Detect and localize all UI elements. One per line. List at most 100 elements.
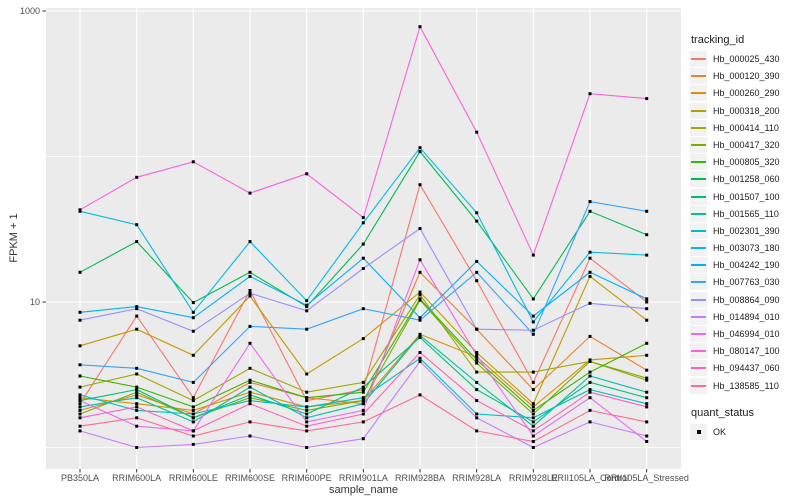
legend-key-box <box>690 85 707 102</box>
legend-item-Hb_000414_110: Hb_000414_110 <box>690 119 800 136</box>
legend-item-label: Hb_004242_190 <box>713 260 780 271</box>
legend-title-quant-status: quant_status <box>691 406 754 419</box>
data-point <box>361 412 365 416</box>
data-point <box>645 233 649 237</box>
data-point <box>135 307 139 311</box>
data-point <box>531 424 535 428</box>
data-point <box>531 253 535 257</box>
legend-key-line-icon <box>691 126 706 129</box>
x-tick-label: RRIM600SE <box>225 473 275 483</box>
legend-item-Hb_000025_430: Hb_000025_430 <box>690 51 800 67</box>
legend-key-box <box>690 102 707 119</box>
data-point <box>645 300 649 304</box>
data-point <box>418 258 422 262</box>
legend-quant-status: quant_status OK <box>690 407 800 440</box>
legend-key-box <box>690 171 707 188</box>
legend-key-line-icon <box>691 298 706 301</box>
data-point <box>191 301 195 305</box>
data-point <box>361 399 365 403</box>
legend-key-box <box>690 326 707 342</box>
legend-item-label: Hb_000414_110 <box>713 122 779 133</box>
legend-item-ok: OK <box>690 423 800 440</box>
data-point <box>475 130 479 134</box>
data-point <box>418 290 422 294</box>
data-point <box>475 380 479 384</box>
data-point <box>78 405 82 409</box>
data-point <box>305 172 309 176</box>
data-point <box>418 293 422 297</box>
data-point <box>475 353 479 357</box>
data-point <box>645 440 649 443</box>
data-point <box>78 318 82 322</box>
data-point <box>248 274 252 278</box>
data-point <box>645 396 649 400</box>
legend-key-box <box>690 360 707 377</box>
data-point <box>248 341 252 345</box>
legend-item-Hb_000260_290: Hb_000260_290 <box>690 85 800 102</box>
data-point <box>645 402 649 406</box>
data-point <box>191 353 195 357</box>
data-point <box>588 408 592 412</box>
legend-key-box <box>690 205 707 222</box>
x-tick-label: RRIM600LE <box>169 473 218 483</box>
data-point <box>361 402 365 406</box>
data-point <box>248 324 252 328</box>
data-point <box>645 341 649 345</box>
legend-key-box <box>690 222 707 239</box>
legend-item-label: Hb_080147_100 <box>713 346 780 357</box>
data-point <box>531 314 535 318</box>
data-point <box>135 314 139 318</box>
data-point <box>248 385 252 389</box>
data-point <box>305 303 309 307</box>
data-point <box>191 434 195 438</box>
legend-key-box <box>690 257 707 274</box>
data-point <box>78 310 82 314</box>
legend-item-label: Hb_046994_010 <box>713 329 780 339</box>
legend-item-label: Hb_001507_100 <box>713 191 780 202</box>
legend-item-Hb_138585_110: Hb_138585_110 <box>690 377 800 394</box>
legend-key-line-icon <box>691 92 706 95</box>
data-point <box>78 393 82 397</box>
legend-item-Hb_008864_090: Hb_008864_090 <box>690 291 800 308</box>
data-point <box>531 429 535 433</box>
data-point <box>135 240 139 244</box>
data-point <box>418 150 422 154</box>
data-point <box>645 376 649 380</box>
y-tick-labels: 1000 10 <box>20 6 40 307</box>
data-point <box>645 253 649 257</box>
data-point <box>475 412 479 416</box>
data-point <box>248 402 252 406</box>
data-point <box>645 307 649 311</box>
data-point <box>248 191 252 195</box>
data-point <box>531 412 535 416</box>
data-point <box>305 424 309 428</box>
data-point <box>305 396 309 400</box>
legend-title-tracking-id: tracking_id <box>691 34 745 46</box>
data-point <box>361 242 365 246</box>
legend-key-box <box>690 240 707 257</box>
legend-key-box <box>690 51 707 67</box>
data-point <box>191 396 195 400</box>
legend-key-line-icon <box>691 350 706 353</box>
legend-key-line-icon <box>691 333 706 335</box>
legend-key-box <box>690 291 707 308</box>
data-point <box>531 370 535 374</box>
data-point <box>248 380 252 384</box>
legend-key-box <box>690 343 707 360</box>
legend-key-line-icon <box>691 384 706 387</box>
data-point <box>588 92 592 96</box>
legend-item-Hb_001565_110: Hb_001565_110 <box>690 205 800 222</box>
legend-item-label: Hb_000120_390 <box>713 71 780 82</box>
data-point <box>135 402 139 406</box>
data-point <box>248 393 252 397</box>
data-point <box>361 307 365 311</box>
legend-item-Hb_001258_060: Hb_001258_060 <box>690 171 800 188</box>
legend-key-line-icon <box>691 212 706 215</box>
legend-item-label: Hb_000025_430 <box>713 54 780 64</box>
data-point <box>248 399 252 403</box>
data-point <box>305 372 309 376</box>
legend-item-label: Hb_000260_290 <box>713 88 780 99</box>
legend-key-box <box>690 274 707 291</box>
data-point <box>361 385 365 389</box>
data-point <box>588 334 592 338</box>
